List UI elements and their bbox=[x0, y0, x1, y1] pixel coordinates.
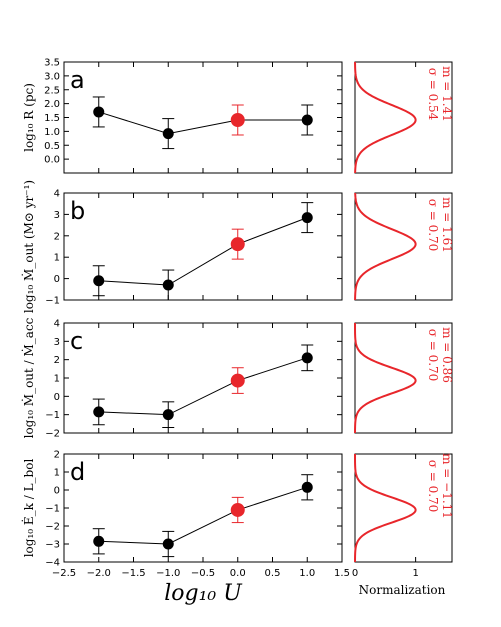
data-point bbox=[162, 128, 174, 140]
highlight-point bbox=[230, 237, 245, 252]
x-tick-label: 1.5 bbox=[334, 568, 350, 579]
normalization-frame bbox=[354, 61, 453, 174]
plot-frame bbox=[63, 192, 343, 301]
x-axis-label: log₁₀ U bbox=[164, 581, 243, 606]
gauss-sigma-label: σ = 0.70 bbox=[426, 329, 440, 382]
x-tick-label: 1.0 bbox=[299, 568, 315, 579]
panel-d: −4 −3 −2 −1 0 1 2 −2.5 −2.0 −1.5 −1.0 −0.5 0.0 0.5 1.0… bbox=[21, 450, 454, 580]
y-tick-label: 3.5 bbox=[44, 58, 60, 69]
data-point bbox=[162, 279, 174, 291]
y-tick-label: −1 bbox=[45, 504, 60, 515]
y-tick-label: 0.5 bbox=[44, 141, 60, 152]
gauss-mean-label: m = −1.11 bbox=[440, 453, 454, 519]
y-tick-label: −4 bbox=[45, 558, 60, 569]
y-axis-label: log₁₀ Ṁ_out (M⊙ yr⁻¹) bbox=[21, 180, 36, 313]
data-point bbox=[93, 406, 105, 418]
plot-frame bbox=[63, 322, 343, 434]
y-tick-label: −1 bbox=[45, 410, 60, 421]
y-tick-label: 2 bbox=[54, 450, 60, 461]
y-tick-label: 4 bbox=[54, 319, 60, 330]
data-point bbox=[93, 275, 105, 287]
normalization-axis-label: Normalization bbox=[359, 583, 446, 597]
series-line bbox=[98, 357, 308, 416]
y-tick-label: 0 bbox=[54, 392, 60, 403]
panel-letter: c bbox=[70, 327, 83, 355]
y-tick-label: 0 bbox=[54, 274, 60, 285]
highlight-point bbox=[230, 373, 245, 388]
data-point bbox=[301, 481, 313, 493]
norm-tick-label: 0 bbox=[352, 568, 358, 579]
panel-letter: a bbox=[70, 66, 85, 94]
panel-letter: b bbox=[70, 197, 85, 225]
y-axis-label: log₁₀ Ė_k / L_bol bbox=[21, 459, 36, 558]
highlight-point bbox=[230, 112, 245, 127]
panel-letter: d bbox=[70, 458, 85, 486]
data-point bbox=[93, 535, 105, 547]
gaussian-curve bbox=[354, 192, 417, 301]
y-tick-label: −1 bbox=[45, 296, 60, 307]
x-tick-label: −1.0 bbox=[156, 568, 180, 579]
y-tick-label: 0 bbox=[54, 486, 60, 497]
y-axis-label: log₁₀ Ṁ_out / Ṁ_acc bbox=[21, 317, 36, 438]
y-tick-label: 1.0 bbox=[44, 127, 60, 138]
data-point bbox=[162, 409, 174, 421]
y-tick-label: 2.0 bbox=[44, 99, 60, 110]
gauss-mean-label: m = 1.61 bbox=[440, 197, 454, 253]
x-tick-label: 0.0 bbox=[230, 568, 246, 579]
gaussian-curve bbox=[354, 454, 417, 563]
norm-tick-label: 1 bbox=[412, 568, 418, 579]
y-tick-label: −2 bbox=[45, 522, 60, 533]
y-tick-label: 3 bbox=[54, 210, 60, 221]
series-line bbox=[98, 217, 308, 286]
highlight-point bbox=[230, 502, 245, 517]
y-tick-label: 2.5 bbox=[44, 85, 60, 96]
plot-frame bbox=[63, 453, 343, 563]
y-tick-label: 4 bbox=[54, 189, 60, 200]
gauss-sigma-label: σ = 0.70 bbox=[426, 460, 440, 513]
panel-c: −2 −1 0 1 2 3 4c log₁₀ Ṁ_out / Ṁ_acc m = 0.86σ =… bbox=[21, 317, 454, 439]
data-point bbox=[93, 106, 105, 118]
normalization-frame bbox=[354, 322, 453, 434]
gaussian-curve bbox=[354, 61, 417, 174]
x-tick-label: 0.5 bbox=[265, 568, 281, 579]
plot-frame bbox=[63, 61, 343, 174]
y-tick-label: 1 bbox=[54, 374, 60, 385]
x-tick-label: −2.0 bbox=[87, 568, 111, 579]
y-tick-label: 1.5 bbox=[44, 113, 60, 124]
gauss-mean-label: m = 0.86 bbox=[440, 327, 454, 383]
y-tick-label: −2 bbox=[45, 429, 60, 440]
data-point bbox=[162, 538, 174, 550]
y-tick-label: 2 bbox=[54, 231, 60, 242]
normalization-frame bbox=[354, 453, 453, 563]
y-tick-label: 2 bbox=[54, 355, 60, 366]
data-point bbox=[301, 352, 313, 364]
gauss-mean-label: m = 1.41 bbox=[440, 66, 454, 122]
data-point bbox=[301, 114, 313, 126]
y-axis-label: log₁₀ R (pc) bbox=[22, 83, 36, 152]
y-tick-label: −3 bbox=[45, 540, 60, 551]
panel-b: −1 0 1 2 3 4b log₁₀ Ṁ_out (M⊙ yr⁻¹) m = 1.61σ =… bbox=[21, 180, 454, 313]
panel-a: 0.0 0.5 1.0 1.5 2.0 2.5 3.0 3.5 a log₁₀ R (pc) m =… bbox=[22, 58, 454, 174]
gauss-sigma-label: σ = 0.70 bbox=[426, 199, 440, 252]
y-tick-label: 3 bbox=[54, 337, 60, 348]
x-tick-label: −1.5 bbox=[121, 568, 145, 579]
data-point bbox=[301, 212, 313, 224]
y-tick-label: 3.0 bbox=[44, 71, 60, 82]
gaussian-curve bbox=[354, 323, 417, 434]
axes-layer: 0.0 0.5 1.0 1.5 2.0 2.5 3.0 3.5 a log₁₀ R (pc) m =… bbox=[21, 58, 454, 580]
x-tick-label: −2.5 bbox=[52, 568, 76, 579]
y-tick-label: 0.0 bbox=[44, 155, 60, 166]
x-tick-label: −0.5 bbox=[191, 568, 215, 579]
gauss-sigma-label: σ = 0.54 bbox=[426, 68, 440, 121]
series-line bbox=[98, 111, 308, 135]
normalization-frame bbox=[354, 192, 453, 301]
y-tick-label: 1 bbox=[54, 253, 60, 264]
series-line bbox=[98, 486, 308, 545]
y-tick-label: 1 bbox=[54, 468, 60, 479]
